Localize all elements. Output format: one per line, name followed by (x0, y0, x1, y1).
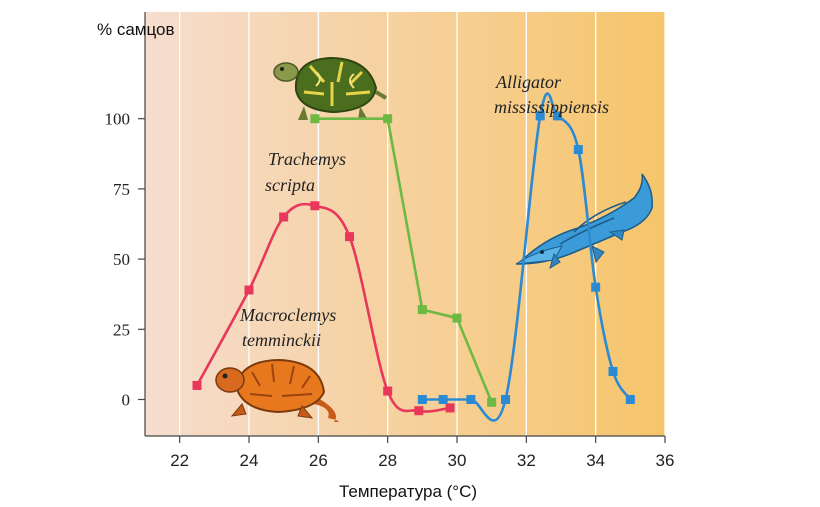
data-point (310, 201, 320, 211)
y-axis: 0 25 50 75 100 (105, 12, 146, 436)
data-point (383, 386, 393, 396)
label-macroclemys-line1: Macroclemys (239, 305, 336, 325)
data-point (535, 111, 545, 121)
plot-area (145, 12, 665, 436)
data-point (279, 212, 289, 222)
data-point (192, 380, 202, 390)
data-point (591, 282, 601, 292)
label-alligator-line2: mississippiensis (494, 97, 609, 117)
snapping-turtle-illustration (215, 358, 339, 422)
data-point (383, 114, 393, 124)
series-0 (192, 201, 455, 416)
data-point (310, 114, 320, 124)
y-tick-label: 50 (113, 250, 130, 269)
label-trachemys-line1: Trachemys (268, 149, 346, 169)
x-tick-label: 28 (378, 451, 397, 470)
y-tick-label: 100 (105, 110, 131, 129)
x-tick-label: 36 (656, 451, 675, 470)
data-point (573, 145, 583, 155)
series-layer (192, 92, 635, 422)
y-axis-title: % самцов (97, 20, 175, 39)
x-tick-label: 30 (448, 451, 467, 470)
turtle-illustration (273, 56, 388, 120)
data-point (417, 305, 427, 315)
x-axis: 22 24 26 28 30 32 34 36 (145, 435, 675, 470)
data-point (345, 232, 355, 242)
data-point (445, 403, 455, 413)
data-point (417, 394, 427, 404)
data-point (466, 394, 476, 404)
data-point (438, 394, 448, 404)
x-tick-label: 34 (586, 451, 605, 470)
data-point (625, 394, 635, 404)
data-point (452, 313, 462, 323)
label-trachemys-line2: scripta (265, 175, 315, 195)
data-point (608, 366, 618, 376)
data-point (487, 397, 497, 407)
series-1 (310, 114, 497, 407)
data-point (501, 394, 511, 404)
data-point (553, 111, 563, 121)
data-point (244, 285, 254, 295)
label-alligator-line1: Alligator (495, 72, 562, 92)
label-macroclemys-line2: temminckii (242, 330, 321, 350)
y-tick-label: 75 (113, 180, 130, 199)
x-tick-label: 24 (240, 451, 259, 470)
x-tick-label: 22 (170, 451, 189, 470)
x-tick-label: 26 (309, 451, 328, 470)
y-tick-label: 0 (122, 390, 131, 409)
data-point (414, 406, 424, 416)
alligator-illustration (515, 173, 654, 270)
series-2 (417, 92, 635, 422)
y-tick-label: 25 (113, 320, 130, 339)
x-tick-label: 32 (517, 451, 536, 470)
x-axis-title: Температура (°C) (339, 482, 477, 501)
